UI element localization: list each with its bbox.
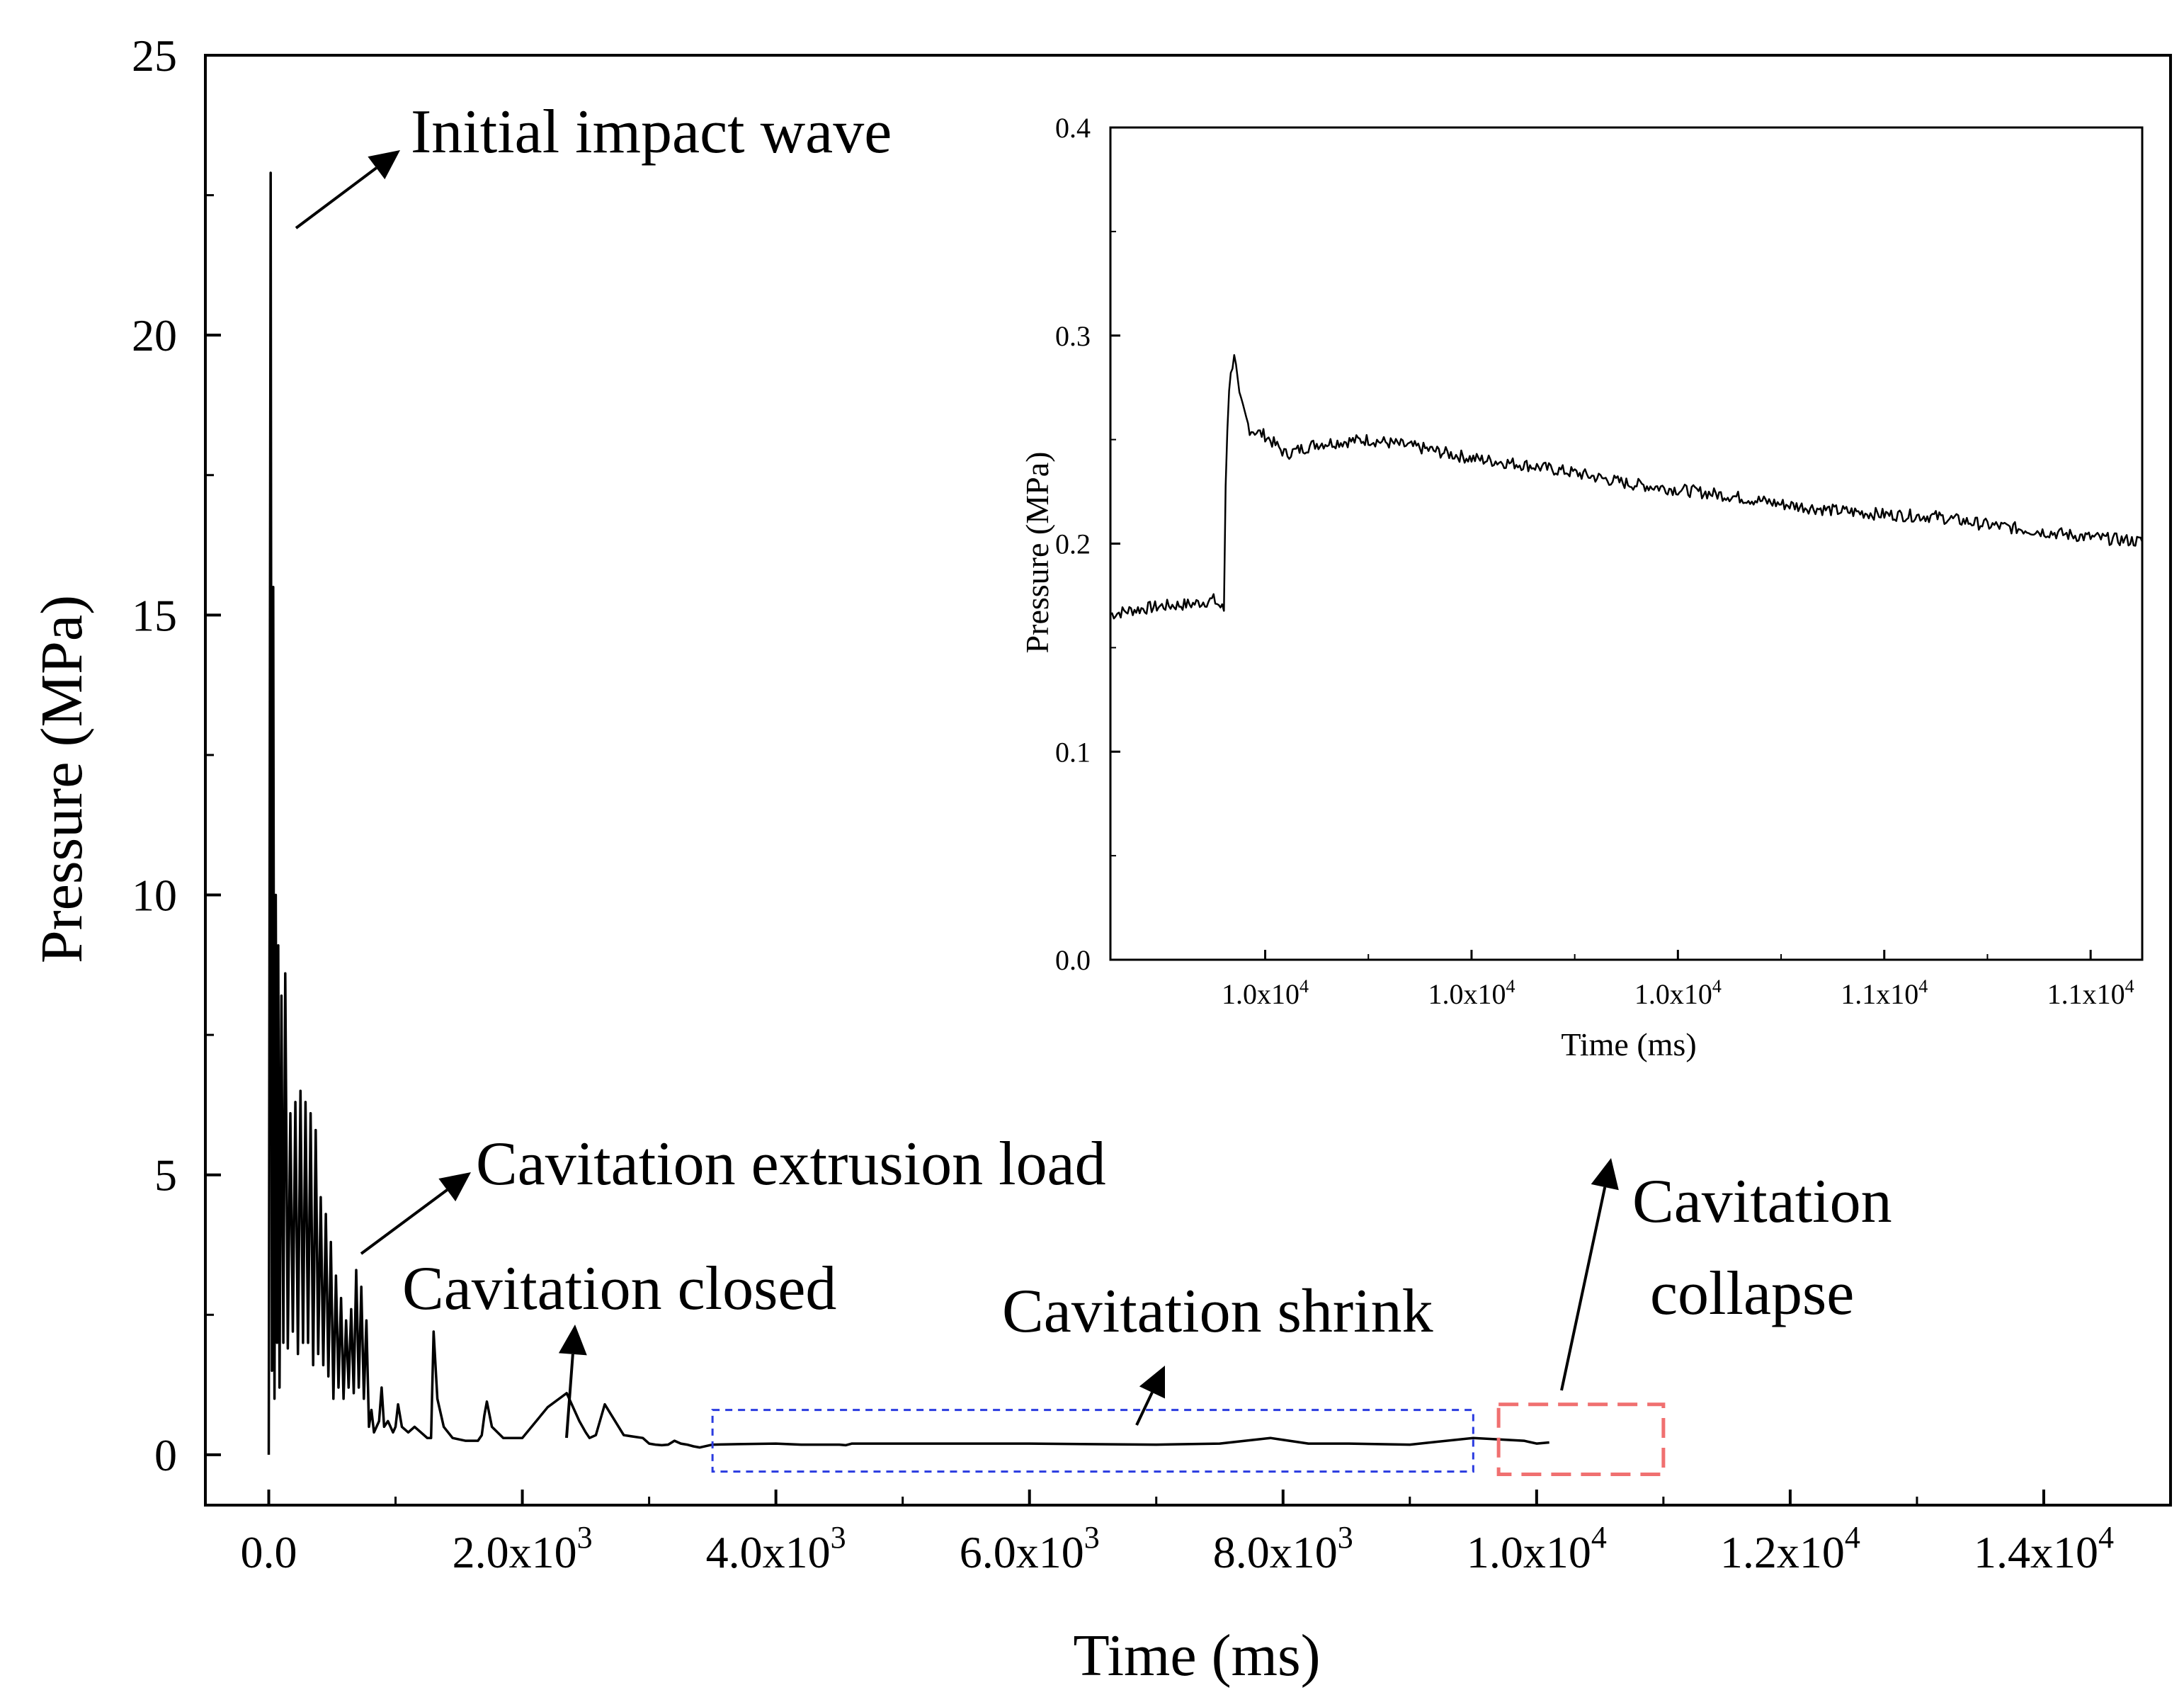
annotations: Initial impact wave Cavitation extrusion… (402, 98, 1892, 1346)
inset-plot-frame (1109, 126, 2144, 961)
x-tick-label: 1.0x104 (1467, 1520, 1607, 1577)
x-tick-label: 2.0x103 (453, 1520, 593, 1577)
x-tick-label: 0.0 (241, 1527, 297, 1577)
x-tick-label: 1.2x104 (1720, 1520, 1860, 1577)
annotation-cavitation-collapse-line1: Cavitation (1632, 1167, 1892, 1236)
inset-x-axis-title: Time (ms) (1561, 1026, 1696, 1062)
inset-y-tick-label: 0.3 (1055, 320, 1091, 352)
x-tick-label: 1.4x104 (1974, 1520, 2114, 1577)
main-y-axis-title: Pressure (MPa) (29, 595, 95, 963)
inset-y-axis-title: Pressure (MPa) (1019, 452, 1055, 654)
main-pressure-line (267, 171, 1549, 1455)
annotation-initial-impact-wave: Initial impact wave (411, 98, 892, 166)
inset-y-tick-label: 0.2 (1055, 528, 1091, 560)
collapse-arrow (1560, 1158, 1619, 1391)
main-x-axis-title: Time (ms) (1073, 1623, 1320, 1689)
x-tick-label: 8.0x103 (1213, 1520, 1353, 1577)
main-tick-labels: 0.0 2.0x103 4.0x103 6.0x103 8.0x103 1.0x104 1.… (132, 30, 2114, 1577)
y-tick-label: 5 (154, 1150, 177, 1201)
inset-y-tick-label: 0.0 (1055, 944, 1091, 976)
annotation-cavitation-extrusion-load: Cavitation extrusion load (476, 1130, 1106, 1198)
main-axis-ticks (205, 54, 2045, 1505)
extrusion-arrow (360, 1172, 471, 1255)
annotation-cavitation-shrink: Cavitation shrink (1002, 1277, 1433, 1346)
inset-pressure-line (1110, 354, 2144, 620)
inset-x-tick-label: 1.1x104 (2047, 976, 2134, 1010)
collapse-region-box (1496, 1402, 1666, 1477)
inset-tick-labels: 1.0x104 1.0x104 1.0x104 1.1x104 1.1x104 0.0 0.… (1055, 112, 2134, 1010)
inset-x-tick-label: 1.0x104 (1222, 976, 1309, 1010)
y-tick-label: 0 (154, 1430, 177, 1480)
y-tick-label: 20 (132, 310, 177, 361)
x-tick-label: 6.0x103 (960, 1520, 1100, 1577)
inset-axis-ticks (1110, 126, 2092, 961)
shrink-arrow (1135, 1366, 1165, 1426)
inset-y-tick-label: 0.1 (1055, 736, 1091, 768)
closed-arrow (558, 1325, 587, 1439)
y-tick-label: 25 (132, 30, 177, 81)
annotation-arrows (295, 150, 1619, 1439)
shrink-region-box (711, 1409, 1474, 1473)
inset-x-tick-label: 1.1x104 (1841, 976, 1928, 1010)
impact-arrow (295, 150, 400, 229)
inset-x-tick-label: 1.0x104 (1634, 976, 1722, 1010)
highlight-boxes (711, 1402, 1666, 1477)
y-tick-label: 15 (132, 590, 177, 640)
inset-y-tick-label: 0.4 (1055, 112, 1091, 144)
y-tick-label: 10 (132, 870, 177, 921)
x-tick-label: 4.0x103 (706, 1520, 846, 1577)
annotation-cavitation-collapse-line2: collapse (1650, 1259, 1854, 1328)
annotation-cavitation-closed: Cavitation closed (402, 1254, 836, 1323)
main-plot-frame (204, 54, 2172, 1507)
inset-x-tick-label: 1.0x104 (1428, 976, 1515, 1010)
